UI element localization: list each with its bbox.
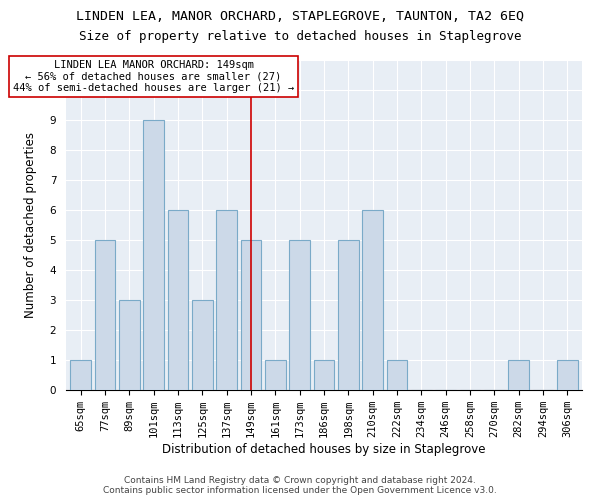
Bar: [119, 300, 140, 390]
Bar: [167, 210, 188, 390]
Bar: [265, 360, 286, 390]
Text: LINDEN LEA, MANOR ORCHARD, STAPLEGROVE, TAUNTON, TA2 6EQ: LINDEN LEA, MANOR ORCHARD, STAPLEGROVE, …: [76, 10, 524, 23]
Bar: [216, 210, 237, 390]
Y-axis label: Number of detached properties: Number of detached properties: [25, 132, 37, 318]
Bar: [95, 240, 115, 390]
Bar: [557, 360, 578, 390]
Bar: [192, 300, 212, 390]
Text: Contains HM Land Registry data © Crown copyright and database right 2024.
Contai: Contains HM Land Registry data © Crown c…: [103, 476, 497, 495]
Text: Size of property relative to detached houses in Staplegrove: Size of property relative to detached ho…: [79, 30, 521, 43]
X-axis label: Distribution of detached houses by size in Staplegrove: Distribution of detached houses by size …: [162, 443, 486, 456]
Bar: [143, 120, 164, 390]
Bar: [70, 360, 91, 390]
Bar: [241, 240, 262, 390]
Bar: [289, 240, 310, 390]
Bar: [362, 210, 383, 390]
Bar: [314, 360, 334, 390]
Bar: [386, 360, 407, 390]
Text: LINDEN LEA MANOR ORCHARD: 149sqm
← 56% of detached houses are smaller (27)
44% o: LINDEN LEA MANOR ORCHARD: 149sqm ← 56% o…: [13, 60, 294, 93]
Bar: [338, 240, 359, 390]
Bar: [508, 360, 529, 390]
